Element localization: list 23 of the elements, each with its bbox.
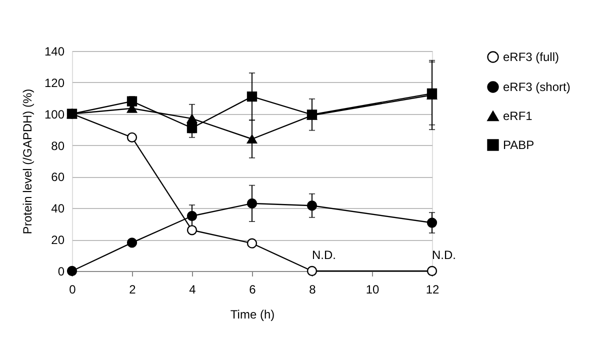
x-axis-title: Time (h) — [230, 308, 275, 322]
y-axis-title: Protein level (/GAPDH) (%) — [20, 88, 34, 234]
annotation: N.D. — [432, 248, 456, 262]
y-tick-label: 40 — [51, 202, 65, 216]
x-tick-label: 0 — [69, 282, 76, 296]
y-tick-label: 20 — [51, 233, 65, 248]
x-tick-label: 4 — [189, 282, 196, 296]
y-tick-label: 100 — [44, 107, 65, 122]
legend-label: eRF1 — [503, 109, 533, 123]
y-tick-label: 80 — [51, 138, 65, 153]
legend-label: eRF3 (full) — [503, 50, 560, 64]
y-tick-label: 140 — [44, 44, 65, 58]
y-tick-label: 0 — [58, 264, 65, 278]
x-tick-label: 6 — [249, 282, 256, 296]
y-tick-label: 60 — [51, 170, 65, 184]
annotation: N.D. — [312, 248, 336, 262]
x-tick-label: 2 — [129, 282, 136, 296]
y-tick-label: 120 — [44, 76, 65, 90]
x-tick-label: 10 — [366, 282, 380, 296]
x-tick-label: 8 — [309, 282, 316, 296]
legend-label: eRF3 (short) — [503, 80, 570, 94]
legend-label: PABP — [503, 138, 534, 152]
x-tick-label: 12 — [426, 282, 440, 296]
